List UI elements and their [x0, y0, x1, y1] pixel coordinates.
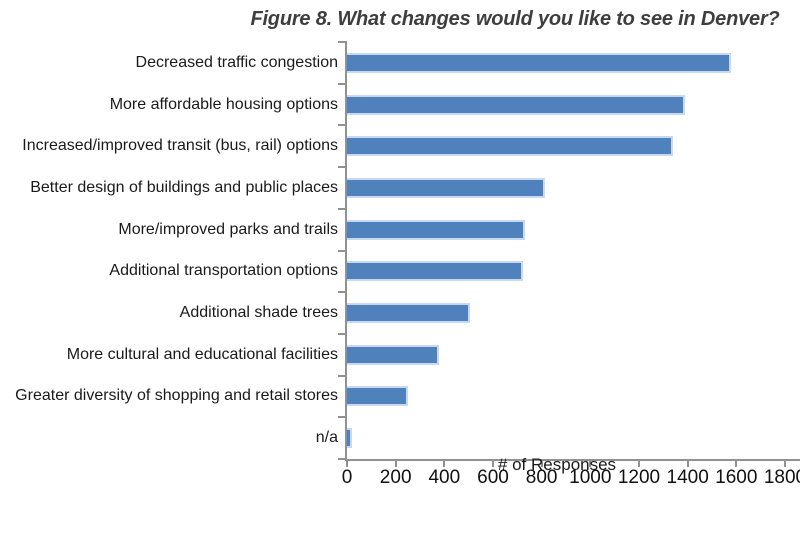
category-label: Greater diversity of shopping and retail… [15, 387, 338, 405]
x-axis-tick-mark [346, 461, 348, 467]
bar-10 [347, 428, 352, 449]
bar-row [347, 84, 800, 126]
bar-row [347, 292, 800, 334]
bar-row [347, 167, 800, 209]
y-axis-tick-mark [338, 124, 347, 127]
chart-title: Figure 8. What changes would you like to… [250, 8, 780, 30]
category-label: More affordable housing options [109, 95, 338, 113]
bar-6 [347, 261, 524, 282]
bar-row [347, 209, 800, 251]
x-axis-tick-label: 1800 [763, 467, 800, 488]
bar-2 [347, 94, 686, 115]
y-axis-tick-mark [338, 374, 347, 377]
x-axis-tick-label: 200 [379, 467, 412, 488]
bar-3 [347, 136, 674, 157]
x-axis-tick-label: 1000 [569, 467, 612, 488]
category-label: More cultural and educational facilities [66, 345, 338, 363]
y-axis-tick-mark [338, 207, 347, 210]
category-label: n/a [315, 429, 338, 447]
bar-row [347, 125, 800, 167]
category-label: Increased/improved transit (bus, rail) o… [22, 137, 338, 155]
x-axis-tick-label: 800 [525, 467, 558, 488]
x-axis-tick-label: 1600 [715, 467, 758, 488]
category-label: Additional shade trees [179, 304, 338, 322]
bar-8 [347, 344, 440, 365]
y-axis-tick-mark [338, 249, 347, 252]
x-axis-tick-mark [589, 461, 592, 467]
bar-1 [347, 52, 732, 73]
bar-row [347, 376, 800, 418]
bar-5 [347, 219, 525, 240]
x-axis-tick-label: 0 [341, 467, 353, 488]
bar-row [347, 42, 800, 84]
category-label: Decreased traffic congestion [135, 53, 338, 71]
x-axis-tick-mark [783, 461, 786, 467]
x-axis-tick-label: 1400 [666, 467, 709, 488]
y-axis-tick-mark [338, 416, 347, 419]
x-axis-tick-mark [637, 461, 640, 467]
x-axis-tick-label: 1200 [617, 467, 661, 488]
x-axis-tick-label: 600 [477, 467, 509, 488]
x-axis-tick-mark [443, 461, 446, 467]
x-axis-tick-mark [491, 461, 494, 467]
y-axis-tick-mark [338, 82, 347, 85]
x-axis-tick-mark [540, 461, 543, 467]
x-axis-tick-mark [394, 461, 397, 467]
y-axis-tick-mark [338, 291, 347, 294]
y-axis-tick-mark [338, 166, 347, 169]
category-label: Better design of buildings and public pl… [30, 178, 338, 196]
category-label: More/improved parks and trails [118, 220, 338, 238]
bar-row [347, 251, 800, 293]
category-label: Additional transportation options [109, 262, 338, 280]
x-axis-tick-mark [735, 461, 738, 467]
bar-9 [347, 386, 408, 407]
bar-row [347, 417, 800, 459]
bar-4 [347, 177, 546, 198]
x-axis-title: # of Responses [497, 455, 617, 474]
bar-7 [347, 303, 470, 324]
bar-row [347, 334, 800, 376]
y-axis-tick-mark [338, 332, 347, 335]
x-axis-tick-label: 400 [428, 467, 461, 488]
category-axis-labels: Decreased traffic congestion More afforda… [0, 42, 338, 459]
y-axis-tick-mark [338, 458, 347, 460]
x-axis-tick-mark [686, 461, 689, 467]
y-axis-tick-mark [338, 41, 347, 43]
